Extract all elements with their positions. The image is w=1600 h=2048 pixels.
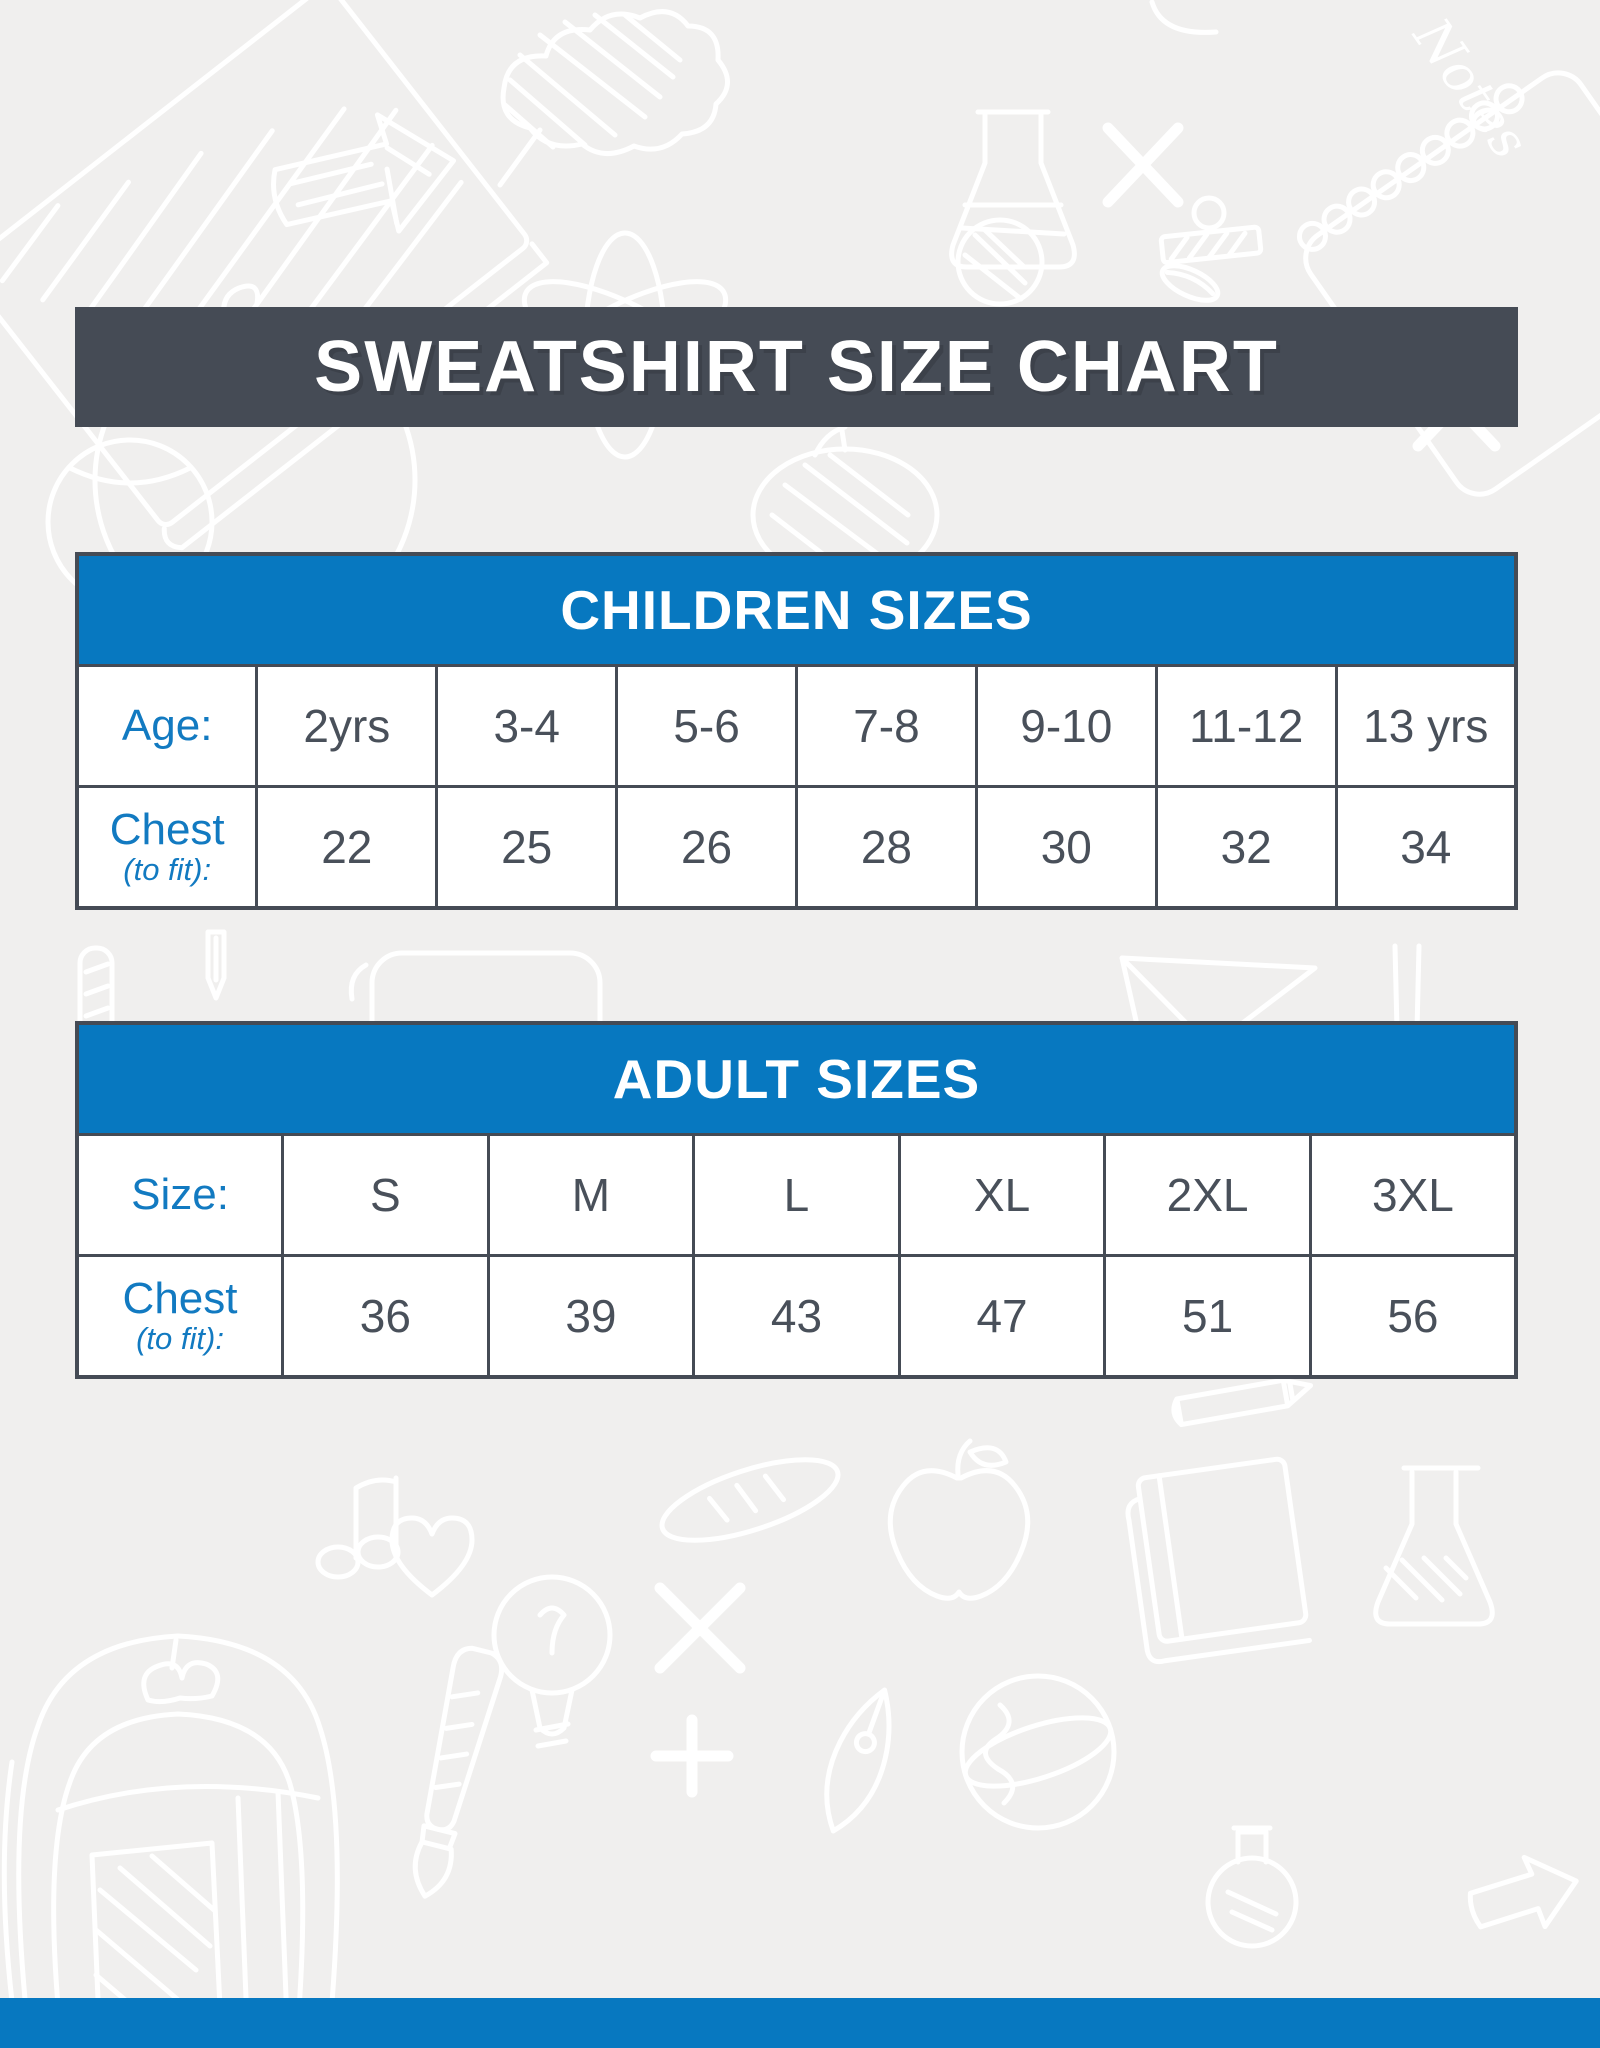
- table-row: Age: 2yrs 3-4 5-6 7-8 9-10 11-12 13 yrs: [75, 664, 1518, 788]
- size-cell: 39: [486, 1254, 696, 1379]
- plus-icon: [650, 1714, 734, 1798]
- size-cell: 36: [281, 1254, 490, 1379]
- row-label-subtext: (to fit):: [123, 852, 212, 888]
- leaf-icon: [1159, 263, 1221, 303]
- book-icon-2: [1125, 1456, 1312, 1665]
- flask-icon: [949, 109, 1077, 270]
- scribble-cloud-icon: [497, 9, 730, 188]
- table-row: Size: S M L XL 2XL 3XL: [75, 1133, 1518, 1257]
- globe-icon-2: [959, 1673, 1117, 1831]
- size-cell: 7-8: [795, 664, 978, 788]
- size-cell: 34: [1334, 785, 1518, 910]
- size-cell: 32: [1154, 785, 1338, 910]
- size-cell: 2XL: [1103, 1133, 1312, 1257]
- size-cell: 43: [692, 1254, 901, 1379]
- size-cell: 3XL: [1308, 1133, 1518, 1257]
- pen-nib-icon: [824, 1687, 892, 1834]
- title-banner: SWEATSHIRT SIZE CHART: [75, 307, 1518, 427]
- heart-icon: [389, 1515, 475, 1598]
- row-label: Chest (to fit):: [75, 1254, 285, 1379]
- size-cell: 3-4: [435, 664, 619, 788]
- pencil-icon-2: [1171, 1377, 1314, 1428]
- flask-icon-2: [1373, 1465, 1495, 1627]
- cross-icon: [1102, 122, 1184, 208]
- bottle-icon: [1205, 1825, 1299, 1949]
- arrow-icon-2: [1467, 1854, 1579, 1930]
- dot-icon: [1191, 195, 1227, 231]
- size-cell: 2yrs: [255, 664, 439, 788]
- size-cell: 25: [435, 785, 619, 910]
- size-cell: 11-12: [1154, 664, 1338, 788]
- size-cell: 9-10: [974, 664, 1158, 788]
- children-sizes-table: CHILDREN SIZES Age: 2yrs 3-4 5-6 7-8 9-10 11-12…: [75, 552, 1518, 910]
- table-title: ADULT SIZES: [75, 1021, 1518, 1136]
- size-cell: 5-6: [615, 664, 798, 788]
- children-sizes-grid: CHILDREN SIZES Age: 2yrs 3-4 5-6 7-8 9-10 11-12…: [75, 552, 1518, 910]
- size-cell: XL: [897, 1133, 1107, 1257]
- bottom-accent-bar: [0, 1998, 1600, 2048]
- paintbrush-icon: [412, 1645, 505, 1899]
- page-title: SWEATSHIRT SIZE CHART: [314, 327, 1279, 407]
- size-cell: 28: [795, 785, 978, 910]
- ball-icon: [955, 217, 1045, 307]
- size-cell: S: [281, 1133, 490, 1257]
- row-label-text: Size:: [131, 1169, 229, 1219]
- size-cell: 51: [1103, 1254, 1312, 1379]
- row-label-text: Age:: [121, 700, 213, 750]
- row-label: Size:: [75, 1133, 285, 1257]
- size-cell: 22: [255, 785, 439, 910]
- row-label: Chest (to fit):: [75, 785, 259, 910]
- table-row: Chest (to fit): 36 39 43 47 51 56: [75, 1254, 1518, 1379]
- size-cell: 30: [974, 785, 1158, 910]
- backpack-icon: [1, 1633, 340, 2048]
- size-cell: 13 yrs: [1334, 664, 1518, 788]
- size-cell: 47: [897, 1254, 1107, 1379]
- row-label: Age:: [75, 664, 259, 788]
- adult-sizes-grid: ADULT SIZES Size: S M L XL 2XL 3XL Chest (to fit)…: [75, 1021, 1518, 1379]
- lightbulb-icon: [491, 1574, 613, 1749]
- row-label-text: Chest: [109, 804, 225, 854]
- size-cell: 26: [615, 785, 798, 910]
- book-icon: [0, 0, 550, 551]
- pen-icon: [205, 929, 227, 1001]
- arrow-icon: [271, 112, 457, 234]
- table-title: CHILDREN SIZES: [75, 552, 1518, 667]
- adult-sizes-table: ADULT SIZES Size: S M L XL 2XL 3XL Chest (to fit)…: [75, 1021, 1518, 1379]
- row-label-subtext: (to fit):: [136, 1321, 224, 1357]
- apple-icon: [887, 1438, 1031, 1601]
- size-cell: 56: [1308, 1254, 1518, 1379]
- notebook-icon: Notes: [1296, 6, 1600, 497]
- corner-arc-icon: [1149, 0, 1219, 35]
- size-cell: L: [692, 1133, 901, 1257]
- baguette-icon: [659, 1457, 841, 1543]
- music-note-icon: [315, 1475, 401, 1580]
- size-cell: M: [486, 1133, 696, 1257]
- row-label-text: Chest: [122, 1273, 238, 1323]
- cross-icon-3: [654, 1582, 746, 1674]
- eraser-icon: [1158, 224, 1264, 266]
- table-row: Chest (to fit): 22 25 26 28 30 32 34: [75, 785, 1518, 910]
